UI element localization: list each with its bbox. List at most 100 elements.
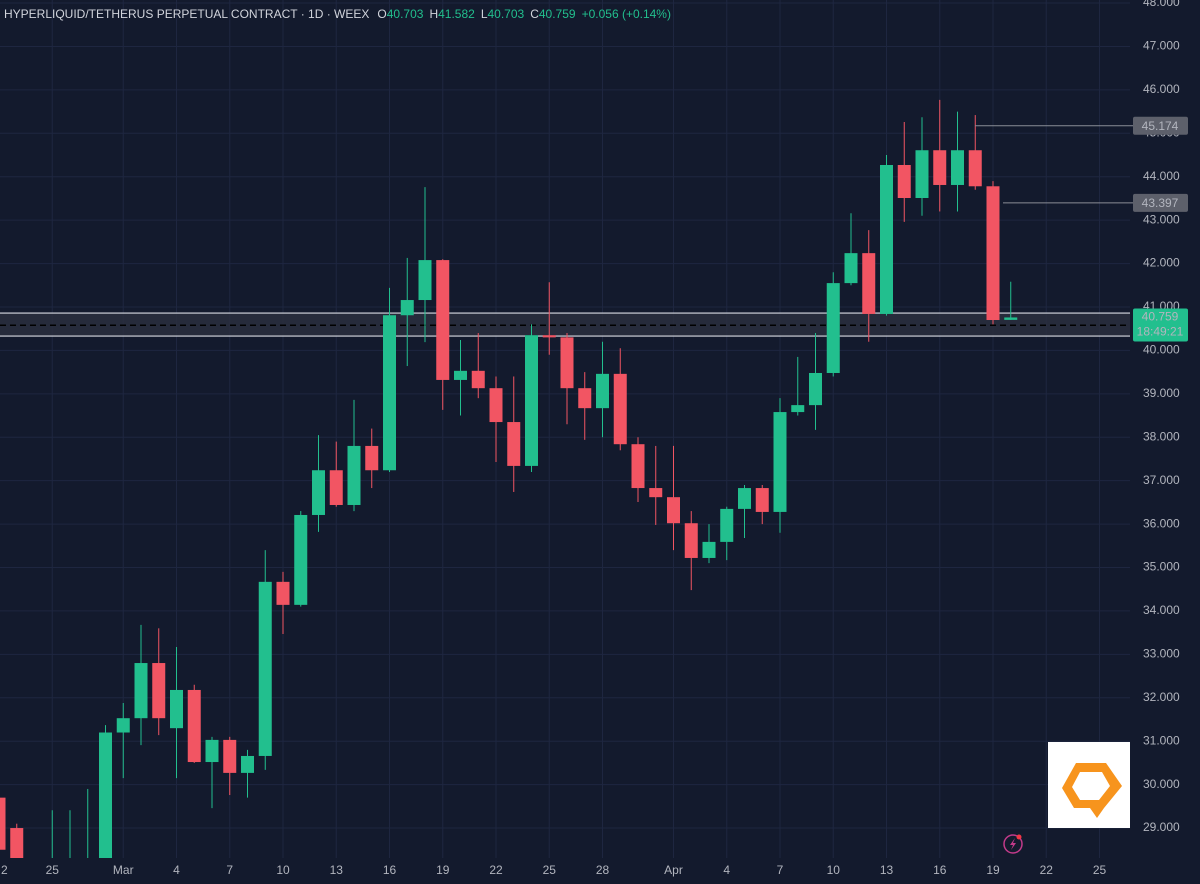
- candles: [0, 99, 1018, 858]
- candle-body: [649, 488, 663, 498]
- candle-body: [347, 445, 361, 505]
- y-tick-label: 42.000: [1143, 256, 1180, 270]
- ohlc-value: 40.703: [488, 7, 525, 21]
- price-label-box: [1133, 116, 1188, 135]
- candle-body: [631, 444, 645, 489]
- candle-body: [471, 370, 485, 389]
- candle-body: [170, 689, 183, 729]
- x-tick-label: 4: [723, 863, 730, 877]
- last-price-box: [1133, 308, 1188, 342]
- candle-body: [809, 372, 822, 406]
- x-tick-label: 22: [489, 863, 503, 877]
- candle-body: [241, 755, 254, 773]
- candle-body: [0, 797, 6, 850]
- candle-body: [99, 732, 112, 858]
- y-tick-label: 29.000: [1143, 820, 1180, 834]
- candle-body: [720, 508, 734, 542]
- ohlc-label: L: [481, 7, 488, 21]
- candle-body: [596, 373, 609, 409]
- candle-body: [418, 260, 432, 301]
- icon-ring: [1003, 834, 1023, 854]
- ohlc-value: 40.703: [387, 7, 424, 21]
- ohlc-value: 41.582: [438, 7, 475, 21]
- candle-body: [276, 581, 290, 605]
- icon-dot: [1016, 834, 1022, 840]
- x-tick-label: Mar: [113, 863, 134, 877]
- candle-body: [578, 388, 592, 409]
- y-tick-label: 32.000: [1143, 690, 1180, 704]
- ohlc-label: H: [429, 7, 438, 21]
- y-tick-label: 46.000: [1143, 82, 1180, 96]
- icon-bolt: [1010, 838, 1016, 850]
- candle-body: [205, 739, 219, 763]
- candle-body: [684, 523, 698, 558]
- lightning-icon: [1003, 834, 1023, 854]
- candle-body: [702, 541, 716, 558]
- y-tick-label: 43.000: [1143, 212, 1180, 226]
- y-tick-label: 39.000: [1143, 386, 1180, 400]
- y-tick-label: 37.000: [1143, 473, 1180, 487]
- candle-body: [738, 488, 751, 509]
- candle-body: [383, 315, 396, 471]
- candle-body: [507, 422, 521, 466]
- candle-body: [258, 581, 272, 756]
- logo-mark: [1062, 763, 1122, 818]
- x-tick-label: 13: [330, 863, 344, 877]
- axes: 48.00047.00046.00045.00044.00043.00042.0…: [1, 0, 1180, 877]
- y-tick-label: 34.000: [1143, 603, 1180, 617]
- y-tick-label: 30.000: [1143, 777, 1180, 791]
- x-tick-label: 7: [777, 863, 784, 877]
- x-tick-label: 16: [383, 863, 397, 877]
- y-tick-label: 31.000: [1143, 733, 1180, 747]
- x-tick-label: 10: [276, 863, 290, 877]
- candle-body: [187, 689, 201, 763]
- y-tick-label: 48.000: [1143, 0, 1180, 9]
- logo: [1048, 742, 1130, 828]
- candle-body: [613, 373, 627, 445]
- candle-body: [773, 412, 787, 512]
- candle-body: [454, 370, 467, 380]
- x-tick-label: 7: [226, 863, 233, 877]
- candle-body: [951, 150, 964, 185]
- y-tick-label: 35.000: [1143, 560, 1180, 574]
- candle-body: [897, 165, 911, 198]
- candle-body: [826, 283, 840, 373]
- candle-body: [542, 335, 556, 338]
- candle-body: [365, 445, 379, 471]
- ohlc-value: 40.759: [539, 7, 576, 21]
- ohlc-label: C: [530, 7, 539, 21]
- candle-body: [436, 260, 450, 380]
- x-tick-label: 25: [46, 863, 60, 877]
- x-tick-label: 19: [436, 863, 450, 877]
- x-tick-label: 28: [596, 863, 610, 877]
- price-label: 45.174: [1142, 119, 1179, 133]
- x-tick-label: 25: [543, 863, 557, 877]
- candle-body: [560, 337, 574, 389]
- candle-body: [791, 405, 805, 413]
- x-tick-label: 2: [1, 863, 8, 877]
- price-label: 43.397: [1142, 196, 1179, 210]
- last-price: 40.759: [1142, 310, 1179, 324]
- y-tick-label: 36.000: [1143, 516, 1180, 530]
- candle-body: [844, 253, 858, 284]
- candle-body: [1004, 317, 1018, 320]
- x-tick-label: 22: [1040, 863, 1054, 877]
- price-label-box: [1133, 193, 1188, 212]
- candle-body: [312, 470, 325, 515]
- y-tick-label: 33.000: [1143, 647, 1180, 661]
- candle-body: [116, 718, 130, 733]
- candle-body: [862, 253, 876, 314]
- countdown: 18:49:21: [1137, 325, 1184, 339]
- candle-body: [223, 739, 237, 773]
- candle-body: [986, 186, 1000, 321]
- y-tick-label: 44.000: [1143, 169, 1180, 183]
- candle-body: [152, 663, 166, 719]
- candle-body: [880, 165, 893, 314]
- title: HYPERLIQUID/TETHERUS PERPETUAL CONTRACT …: [4, 7, 369, 21]
- candle-body: [933, 150, 947, 185]
- change: +0.056 (+0.14%): [582, 7, 671, 21]
- candle-body: [10, 828, 24, 858]
- x-tick-label: 16: [933, 863, 947, 877]
